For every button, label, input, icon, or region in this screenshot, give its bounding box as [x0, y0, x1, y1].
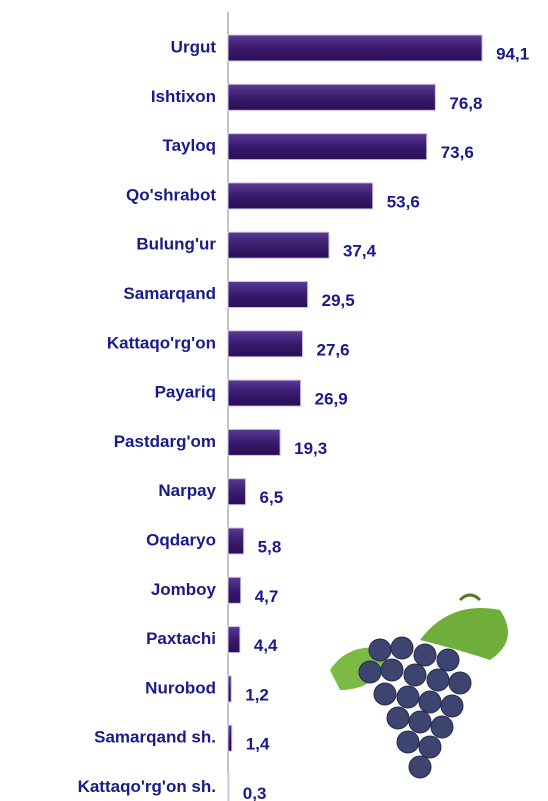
category-label: Kattaqo'rg'on sh.	[78, 777, 216, 796]
category-label: Jomboy	[151, 580, 217, 599]
value-label: 94,1	[496, 44, 529, 63]
bar	[227, 379, 302, 407]
category-label: Kattaqo'rg'on	[107, 333, 216, 352]
category-label: Samarqand sh.	[94, 728, 216, 747]
value-label: 0,3	[243, 784, 267, 801]
category-label: Samarqand	[123, 284, 216, 303]
category-label: Payariq	[155, 383, 216, 402]
bar	[227, 133, 428, 161]
bar	[227, 330, 304, 358]
category-label: Ishtixon	[151, 87, 216, 106]
value-label: 19,3	[294, 439, 327, 458]
category-label: Urgut	[171, 37, 217, 56]
value-label: 4,4	[254, 636, 278, 655]
value-label: 5,8	[258, 537, 282, 556]
bar	[227, 576, 242, 604]
category-label: Narpay	[158, 481, 216, 500]
bar	[227, 626, 241, 654]
bar	[227, 34, 483, 62]
bar	[227, 478, 247, 506]
value-label: 6,5	[260, 488, 284, 507]
bar	[227, 724, 233, 752]
bar	[227, 182, 374, 210]
category-label: Bulung'ur	[136, 235, 216, 254]
category-label: Oqdaryo	[146, 530, 216, 549]
value-label: 37,4	[343, 242, 377, 261]
value-label: 76,8	[449, 94, 482, 113]
value-label: 73,6	[441, 143, 474, 162]
bar	[227, 281, 309, 308]
value-label: 27,6	[317, 340, 350, 359]
value-label: 53,6	[387, 192, 420, 211]
bar	[227, 527, 245, 555]
grape-illustration	[330, 593, 508, 779]
value-label: 4,7	[255, 587, 279, 606]
bar	[227, 675, 232, 703]
category-label: Pastdarg'om	[114, 432, 216, 451]
category-label: Tayloq	[162, 136, 216, 155]
category-label: Paxtachi	[146, 629, 216, 648]
value-label: 1,4	[246, 735, 270, 754]
value-label: 1,2	[245, 685, 269, 704]
bar	[227, 231, 330, 259]
category-label: Nurobod	[145, 678, 216, 697]
value-label: 29,5	[322, 291, 355, 310]
value-label: 26,9	[315, 390, 348, 409]
bar	[227, 428, 281, 456]
category-label: Qo'shrabot	[126, 185, 216, 204]
bar	[227, 774, 230, 801]
bar	[227, 83, 436, 111]
